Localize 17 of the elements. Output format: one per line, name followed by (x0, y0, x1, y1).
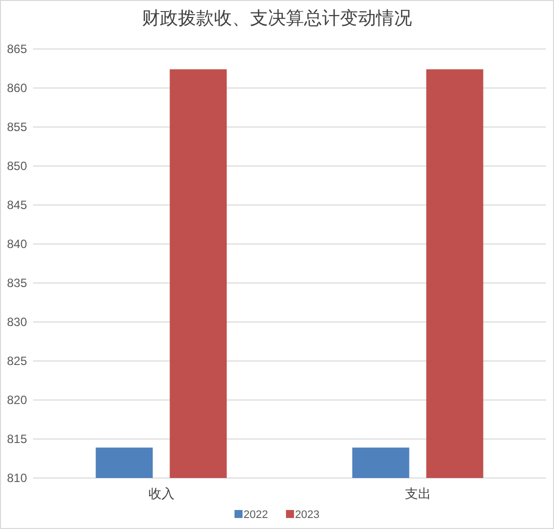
legend-label: 2023 (295, 509, 320, 521)
chart-title: 财政拨款收、支决算总计变动情况 (142, 8, 412, 28)
y-tick-label: 840 (6, 237, 28, 251)
y-tick-label: 820 (6, 393, 28, 407)
y-tick-label: 850 (6, 159, 28, 173)
y-tick-label: 815 (6, 432, 28, 446)
y-tick-label: 860 (6, 81, 28, 95)
y-tick-label: 865 (6, 42, 28, 56)
x-tick-label: 收入 (148, 486, 174, 501)
y-tick-label: 810 (6, 471, 28, 485)
y-tick-label: 845 (6, 198, 28, 212)
y-tick-label: 830 (6, 315, 28, 329)
y-tick-label: 825 (6, 354, 28, 368)
y-tick-label: 835 (6, 276, 28, 290)
x-tick-label: 支出 (404, 486, 431, 501)
y-tick-label: 855 (6, 120, 28, 134)
legend-label: 2022 (244, 509, 268, 521)
